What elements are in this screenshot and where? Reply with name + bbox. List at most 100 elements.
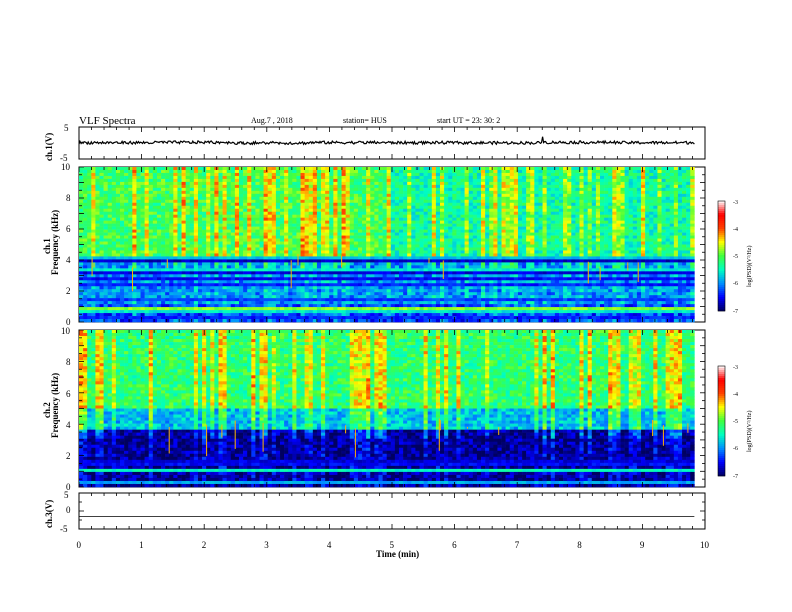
spectrogram-cell [387, 268, 391, 271]
spectrogram-cell [157, 227, 161, 230]
spectrogram-cell [214, 259, 218, 262]
spectrogram-cell [366, 200, 370, 203]
spectrogram-cell [415, 173, 419, 176]
spectrogram-cell [190, 173, 194, 176]
spectrogram-cell [251, 176, 255, 179]
spectrogram-cell [337, 227, 341, 230]
spectrogram-cell [165, 313, 169, 316]
spectrogram-cell [358, 200, 362, 203]
spectrogram-cell [83, 179, 87, 182]
spectrogram-cell [272, 316, 276, 319]
spectrogram-cell [321, 173, 325, 176]
spectrogram-cell [120, 194, 124, 197]
spectrogram-cell [235, 307, 239, 310]
spectrogram-cell [325, 233, 329, 236]
spectrogram-cell [432, 200, 436, 203]
spectrogram-cell [325, 313, 329, 316]
spectrogram-cell [399, 316, 403, 319]
spectrogram-cell [456, 313, 460, 316]
spectrogram-cell [190, 182, 194, 185]
spectrogram-cell [223, 280, 227, 283]
spectrogram-cell [354, 292, 358, 295]
spectrogram-cell [132, 167, 136, 170]
spectrogram-cell [403, 185, 407, 188]
spectrogram-cell [87, 259, 91, 262]
spectrogram-cell [223, 295, 227, 298]
spectrogram-cell [395, 277, 399, 280]
spectrogram-cell [83, 247, 87, 250]
spectrogram-cell [411, 313, 415, 316]
spectrogram-cell [251, 233, 255, 236]
spectrogram-cell [395, 262, 399, 265]
spectrogram-cell [432, 283, 436, 286]
spectrogram-cell [141, 313, 145, 316]
spectrogram-cell [210, 236, 214, 239]
spectrogram-cell [452, 176, 456, 179]
spectrogram-cell [87, 218, 91, 221]
spectrogram-cell [292, 319, 296, 322]
spectrogram-cell [301, 245, 305, 248]
spectrogram-cell [145, 224, 149, 227]
spectrogram-cell [350, 170, 354, 173]
spectrogram-cell [264, 242, 268, 245]
spectrogram-cell [243, 176, 247, 179]
spectrogram-cell [346, 173, 350, 176]
spectrogram-cell [342, 179, 346, 182]
spectrogram-cell [288, 170, 292, 173]
spectrogram-cell [296, 319, 300, 322]
spectrogram-cell [239, 310, 243, 313]
spectrogram-cell [444, 265, 448, 268]
spectrogram-cell [235, 206, 239, 209]
spectrogram-cell [186, 221, 190, 224]
spectrogram-cell [407, 298, 411, 301]
spectrogram-cell [149, 167, 153, 170]
spectrogram-cell [100, 245, 104, 248]
spectrogram-cell [165, 188, 169, 191]
spectrogram-cell [194, 197, 198, 200]
spectrogram-cell [407, 179, 411, 182]
spectrogram-cell [87, 283, 91, 286]
spectrogram-cell [169, 250, 173, 253]
spectrogram-cell [432, 277, 436, 280]
spectrogram-cell [124, 265, 128, 268]
spectrogram-cell [218, 236, 222, 239]
spectrogram-cell [136, 316, 140, 319]
spectrogram-cell [239, 256, 243, 259]
spectrogram-cell [157, 316, 161, 319]
spectrogram-cell [296, 245, 300, 248]
spectrogram-cell [87, 227, 91, 230]
spectrogram-cell [120, 239, 124, 242]
spectrogram-cell [272, 182, 276, 185]
spectrogram-cell [161, 292, 165, 295]
spectrogram-cell [202, 239, 206, 242]
spectrogram-cell [407, 221, 411, 224]
spectrogram-cell [444, 212, 448, 215]
spectrogram-cell [145, 271, 149, 274]
spectrogram-cell [407, 292, 411, 295]
spectrogram-cell [358, 182, 362, 185]
spectrogram-cell [276, 256, 280, 259]
spectrogram-cell [301, 197, 305, 200]
spectrogram-cell [243, 304, 247, 307]
spectrogram-cell [95, 206, 99, 209]
spectrogram-cell [370, 224, 374, 227]
spectrogram-cell [255, 218, 259, 221]
spectrogram-cell [301, 215, 305, 218]
spectrogram-cell [444, 301, 448, 304]
spectrogram-cell [374, 265, 378, 268]
spectrogram-cell [432, 212, 436, 215]
spectrogram-cell [288, 239, 292, 242]
spectrogram-cell [296, 233, 300, 236]
spectrogram-cell [362, 265, 366, 268]
spectrogram-cell [227, 218, 231, 221]
spectrogram-cell [235, 191, 239, 194]
spectrogram-cell [374, 179, 378, 182]
spectrogram-cell [276, 265, 280, 268]
spectrogram-cell [272, 197, 276, 200]
spectrogram-cell [337, 268, 341, 271]
spectrogram-cell [112, 265, 116, 268]
spectrogram-cell [95, 319, 99, 322]
spectrogram-cell [91, 286, 95, 289]
spectrogram-cell [157, 239, 161, 242]
spectrogram-cell [399, 182, 403, 185]
